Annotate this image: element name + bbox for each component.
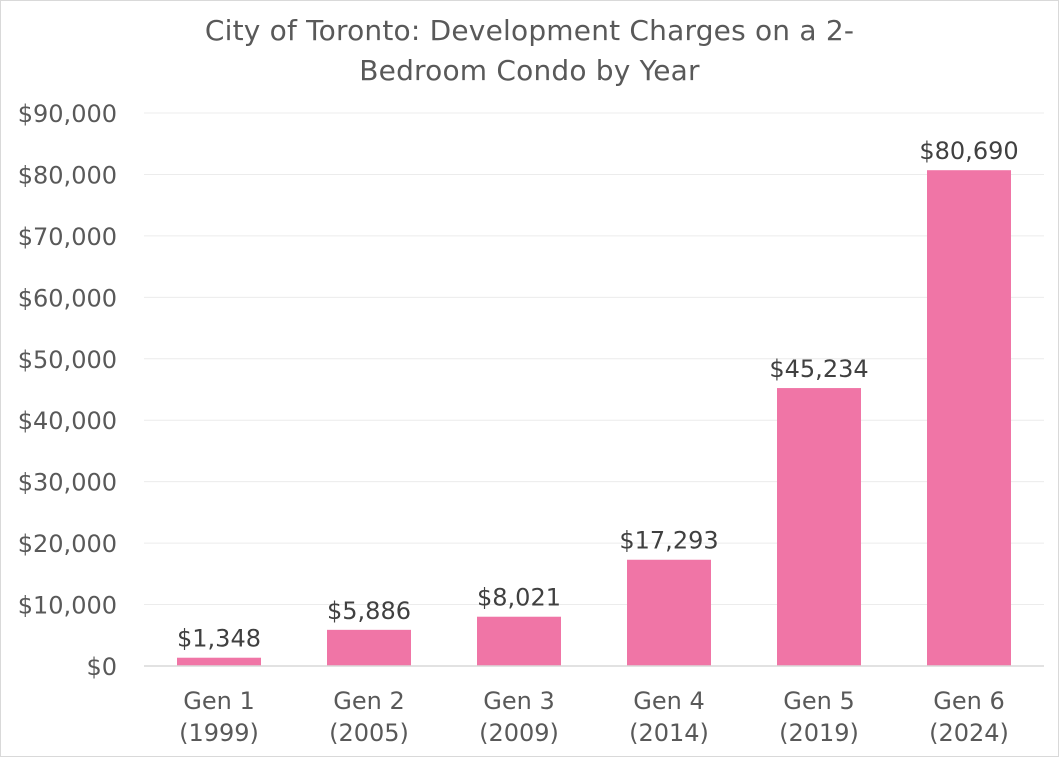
x-tick-label: Gen 5 xyxy=(783,687,854,715)
data-label: $5,886 xyxy=(327,597,411,625)
y-tick-label: $60,000 xyxy=(18,284,117,312)
x-tick-label: (2019) xyxy=(779,719,859,747)
x-tick-label: (2009) xyxy=(479,719,559,747)
data-label: $8,021 xyxy=(477,584,561,612)
x-tick-label: Gen 4 xyxy=(633,687,704,715)
bar xyxy=(927,170,1011,666)
data-label: $17,293 xyxy=(619,527,718,555)
chart-title-line-1: City of Toronto: Development Charges on … xyxy=(204,14,855,47)
y-tick-label: $40,000 xyxy=(18,407,117,435)
data-label: $45,234 xyxy=(769,355,868,383)
y-tick-label: $80,000 xyxy=(18,161,117,189)
bar xyxy=(327,629,411,666)
bar xyxy=(777,388,861,666)
y-tick-label: $0 xyxy=(86,653,117,681)
data-label: $1,348 xyxy=(177,625,261,653)
x-tick-label: (2005) xyxy=(329,719,409,747)
data-label: $80,690 xyxy=(919,137,1018,165)
y-tick-label: $70,000 xyxy=(18,223,117,251)
y-tick-label: $20,000 xyxy=(18,530,117,558)
bar xyxy=(177,657,261,666)
x-tick-label: Gen 6 xyxy=(933,687,1004,715)
chart-title-line-2: Bedroom Condo by Year xyxy=(359,54,700,87)
chart-title: City of Toronto: Development Charges on … xyxy=(1,11,1058,91)
x-tick-label: (1999) xyxy=(179,719,259,747)
x-tick-label: (2014) xyxy=(629,719,709,747)
y-tick-label: $10,000 xyxy=(18,592,117,620)
y-tick-label: $50,000 xyxy=(18,346,117,374)
x-tick-label: Gen 1 xyxy=(183,687,254,715)
y-tick-label: $90,000 xyxy=(18,100,117,128)
x-tick-label: Gen 2 xyxy=(333,687,404,715)
x-tick-label: Gen 3 xyxy=(483,687,554,715)
x-tick-label: (2024) xyxy=(929,719,1009,747)
bar xyxy=(627,559,711,666)
y-tick-label: $30,000 xyxy=(18,469,117,497)
bar xyxy=(477,616,561,666)
